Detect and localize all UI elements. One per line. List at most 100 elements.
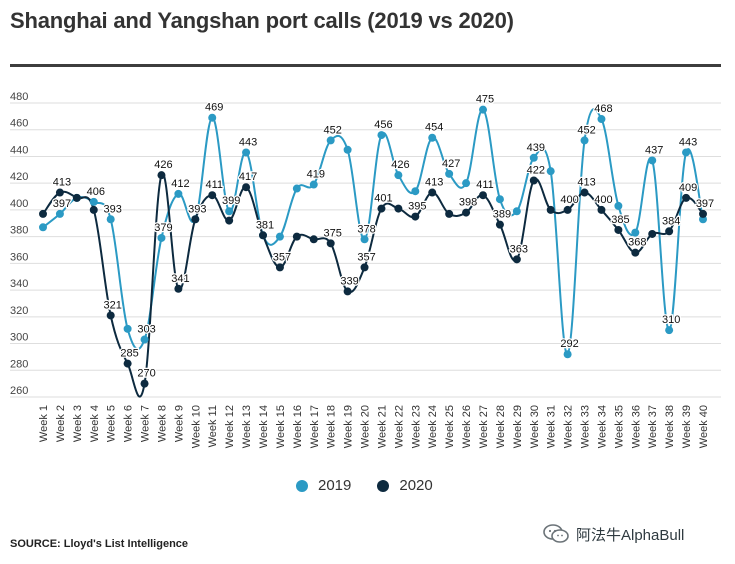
line-chart: 260 280 300 320 340 360 380 400 420 440 460 480 Week… xyxy=(10,91,721,448)
legend-item-2020: 2020 xyxy=(377,477,433,494)
data-point-2019-week-27 xyxy=(479,105,487,114)
data-point-2020-week-25 xyxy=(445,209,454,218)
source-note: SOURCE: Lloyd's List Intelligence xyxy=(10,538,189,550)
y-tick-label-400: 400 xyxy=(10,198,28,210)
data-label-2019-week-34: 468 xyxy=(594,103,612,115)
data-point-2020-week-20 xyxy=(360,263,369,272)
data-label-2020-week-36: 368 xyxy=(628,237,646,249)
data-point-2020-week-26 xyxy=(462,208,471,217)
data-point-2020-week-29 xyxy=(512,255,521,264)
data-point-2020-week-16 xyxy=(292,232,301,241)
y-tick-label-360: 360 xyxy=(10,251,28,263)
data-point-2019-week-29 xyxy=(512,207,521,216)
data-point-2020-week-36 xyxy=(631,248,640,257)
data-point-2019-week-8 xyxy=(157,233,166,242)
data-label-2020-week-15: 357 xyxy=(273,251,291,263)
data-label-2019-week-38: 310 xyxy=(662,314,680,326)
data-point-2019-week-36 xyxy=(631,228,640,237)
data-point-2020-week-19 xyxy=(343,287,352,296)
data-label-2020-week-28: 389 xyxy=(493,209,511,221)
data-label-2020-week-19: 339 xyxy=(340,275,358,287)
data-label-2019-week-9: 412 xyxy=(171,178,189,190)
data-label-2020-week-8: 426 xyxy=(154,159,172,171)
data-label-2019-week-21: 456 xyxy=(374,119,392,131)
data-label-2020-week-23: 395 xyxy=(408,201,426,213)
data-label-2020-week-34: 400 xyxy=(594,194,612,206)
data-point-2020-week-34 xyxy=(597,205,606,214)
data-point-2019-week-25 xyxy=(445,169,454,178)
x-tick-label-13: Week 13 xyxy=(241,405,253,448)
x-tick-label-4: Week 4 xyxy=(89,405,101,442)
x-tick-label-28: Week 28 xyxy=(495,405,507,448)
data-point-2019-week-7 xyxy=(140,335,149,344)
x-tick-label-14: Week 14 xyxy=(258,405,270,448)
data-point-2019-week-9 xyxy=(174,189,183,198)
data-point-2020-week-2 xyxy=(55,188,64,197)
data-point-2020-week-4 xyxy=(89,205,98,214)
data-label-2020-week-32: 400 xyxy=(560,194,578,206)
data-point-2020-week-18 xyxy=(326,239,335,248)
x-tick-label-8: Week 8 xyxy=(156,405,168,442)
legend-label-2020: 2020 xyxy=(399,477,433,494)
data-label-2019-week-12: 399 xyxy=(222,195,240,207)
x-tick-label-11: Week 11 xyxy=(207,405,219,447)
data-point-2019-week-2 xyxy=(55,209,64,218)
data-point-2019-week-31 xyxy=(546,167,555,176)
x-tick-label-5: Week 5 xyxy=(106,405,118,442)
data-point-2020-week-1 xyxy=(39,209,47,218)
y-tick-label-380: 380 xyxy=(10,225,28,237)
x-tick-label-32: Week 32 xyxy=(563,405,575,448)
data-label-2019-week-4: 406 xyxy=(87,186,105,198)
data-point-2020-week-13 xyxy=(242,183,251,192)
y-tick-label-280: 280 xyxy=(10,358,28,370)
data-point-2019-week-5 xyxy=(106,215,115,224)
data-label-2020-week-40: 397 xyxy=(696,198,714,210)
chart-legend: 2019 2020 xyxy=(296,477,459,494)
data-point-2019-week-35 xyxy=(614,201,623,210)
x-tick-label-6: Week 6 xyxy=(123,405,135,442)
data-point-2019-week-33 xyxy=(580,136,589,145)
data-point-2019-week-13 xyxy=(242,148,251,157)
x-tick-label-18: Week 18 xyxy=(326,405,338,448)
data-point-2020-week-24 xyxy=(428,188,437,197)
data-point-2020-week-27 xyxy=(479,191,487,200)
data-point-2020-week-37 xyxy=(648,229,657,238)
data-point-2020-week-30 xyxy=(529,176,538,185)
data-point-2020-week-40 xyxy=(699,209,707,218)
data-point-2020-week-5 xyxy=(106,311,115,320)
data-point-2020-week-12 xyxy=(225,216,234,225)
title-divider xyxy=(10,64,721,67)
data-point-2020-week-38 xyxy=(665,227,674,236)
data-point-2019-week-24 xyxy=(428,133,437,142)
data-point-2020-week-39 xyxy=(682,193,691,202)
data-point-2019-week-1 xyxy=(39,223,47,232)
data-point-2020-week-8 xyxy=(157,171,166,180)
x-tick-label-1: Week 1 xyxy=(38,405,50,442)
x-tick-label-12: Week 12 xyxy=(224,405,236,448)
x-tick-label-39: Week 39 xyxy=(681,405,693,448)
data-point-2020-week-14 xyxy=(259,231,267,240)
data-label-2019-week-33: 452 xyxy=(577,124,595,136)
data-label-2019-week-32: 292 xyxy=(560,338,578,350)
x-tick-label-2: Week 2 xyxy=(55,405,67,442)
data-label-2019-week-18: 452 xyxy=(324,124,342,136)
data-point-2019-week-30 xyxy=(529,153,538,162)
data-point-2020-week-28 xyxy=(495,220,504,229)
data-point-2020-week-22 xyxy=(394,204,403,213)
x-tick-label-35: Week 35 xyxy=(613,405,625,448)
data-label-2020-week-10: 393 xyxy=(188,203,206,215)
x-tick-label-3: Week 3 xyxy=(72,405,84,442)
x-tick-label-29: Week 29 xyxy=(512,405,524,448)
data-point-2020-week-6 xyxy=(123,359,132,368)
x-tick-label-15: Week 15 xyxy=(275,405,287,448)
data-label-2019-week-30: 439 xyxy=(527,142,545,154)
y-tick-label-260: 260 xyxy=(10,385,28,397)
data-label-2020-week-38: 384 xyxy=(662,215,680,227)
y-tick-label-300: 300 xyxy=(10,332,28,344)
data-point-2019-week-34 xyxy=(597,115,606,124)
data-label-2020-week-20: 357 xyxy=(357,251,375,263)
data-label-2019-week-17: 419 xyxy=(307,169,325,181)
data-label-2020-week-6: 285 xyxy=(120,348,138,360)
data-label-2019-week-27: 475 xyxy=(476,94,494,106)
data-label-2019-week-2: 397 xyxy=(53,198,71,210)
